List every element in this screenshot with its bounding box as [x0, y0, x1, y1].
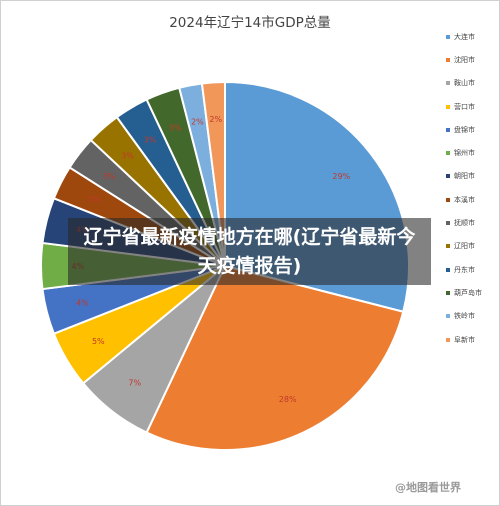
legend-swatch	[446, 290, 450, 295]
legend-swatch	[446, 337, 450, 342]
legend-swatch	[446, 197, 450, 202]
legend-label: 抚顺市	[454, 219, 475, 228]
legend-item-11: 葫芦岛市	[446, 281, 500, 304]
slice-label-3: 5%	[92, 337, 105, 346]
slice-label-12: 2%	[191, 117, 204, 126]
headline-banner: 辽宁省最新疫情地方在哪(辽宁省最新今天疫情报告)	[68, 218, 431, 285]
legend-item-12: 铁岭市	[446, 305, 500, 328]
slice-label-0: 29%	[332, 172, 350, 181]
legend-label: 朝阳市	[454, 172, 475, 181]
legend-item-4: 盘锦市	[446, 118, 500, 141]
legend-swatch	[446, 244, 450, 249]
legend-swatch	[446, 221, 450, 226]
slice-label-11: 3%	[169, 124, 182, 133]
slice-label-4: 4%	[76, 299, 89, 308]
legend-item-13: 阜新市	[446, 328, 500, 351]
legend-label: 阜新市	[454, 335, 475, 344]
legend-swatch	[446, 174, 450, 179]
legend-item-0: 大连市	[446, 25, 500, 48]
legend-item-8: 抚顺市	[446, 211, 500, 234]
legend-label: 盘锦市	[454, 125, 475, 134]
legend-item-9: 辽阳市	[446, 235, 500, 258]
legend-label: 辽阳市	[454, 242, 475, 251]
legend-label: 鞍山市	[454, 79, 475, 88]
legend-label: 葫芦岛市	[454, 288, 482, 297]
slice-label-7: 3%	[87, 195, 100, 204]
legend-item-10: 丹东市	[446, 258, 500, 281]
legend-swatch	[446, 34, 450, 39]
slice-label-8: 3%	[102, 172, 115, 181]
legend-item-7: 本溪市	[446, 188, 500, 211]
legend-label: 丹东市	[454, 265, 475, 274]
legend-label: 本溪市	[454, 195, 475, 204]
legend-label: 锦州市	[454, 149, 475, 158]
slice-label-13: 2%	[209, 115, 222, 124]
legend-item-1: 沈阳市	[446, 48, 500, 71]
legend-swatch	[446, 57, 450, 62]
slice-label-1: 28%	[279, 395, 297, 404]
slice-label-9: 3%	[121, 152, 134, 161]
legend-swatch	[446, 81, 450, 86]
legend-item-6: 朝阳市	[446, 165, 500, 188]
legend-label: 大连市	[454, 32, 475, 41]
legend-swatch	[446, 127, 450, 132]
headline-text: 辽宁省最新疫情地方在哪(辽宁省最新今天疫情报告)	[83, 225, 416, 277]
legend-swatch	[446, 314, 450, 319]
slice-label-2: 7%	[128, 378, 141, 387]
legend-swatch	[446, 267, 450, 272]
legend-swatch	[446, 104, 450, 109]
slice-label-10: 3%	[144, 135, 157, 144]
pie-slice-1	[145, 264, 405, 451]
legend-item-5: 锦州市	[446, 141, 500, 164]
chart-legend: 大连市沈阳市鞍山市营口市盘锦市锦州市朝阳市本溪市抚顺市辽阳市丹东市葫芦岛市铁岭市…	[446, 25, 500, 351]
chart-title: 2024年辽宁14市GDP总量	[169, 15, 331, 31]
legend-label: 沈阳市	[454, 55, 475, 64]
legend-item-3: 营口市	[446, 95, 500, 118]
legend-swatch	[446, 151, 450, 156]
legend-label: 铁岭市	[454, 312, 475, 321]
legend-item-2: 鞍山市	[446, 72, 500, 95]
legend-label: 营口市	[454, 102, 475, 111]
watermark-text: @地图看世界	[395, 481, 461, 494]
